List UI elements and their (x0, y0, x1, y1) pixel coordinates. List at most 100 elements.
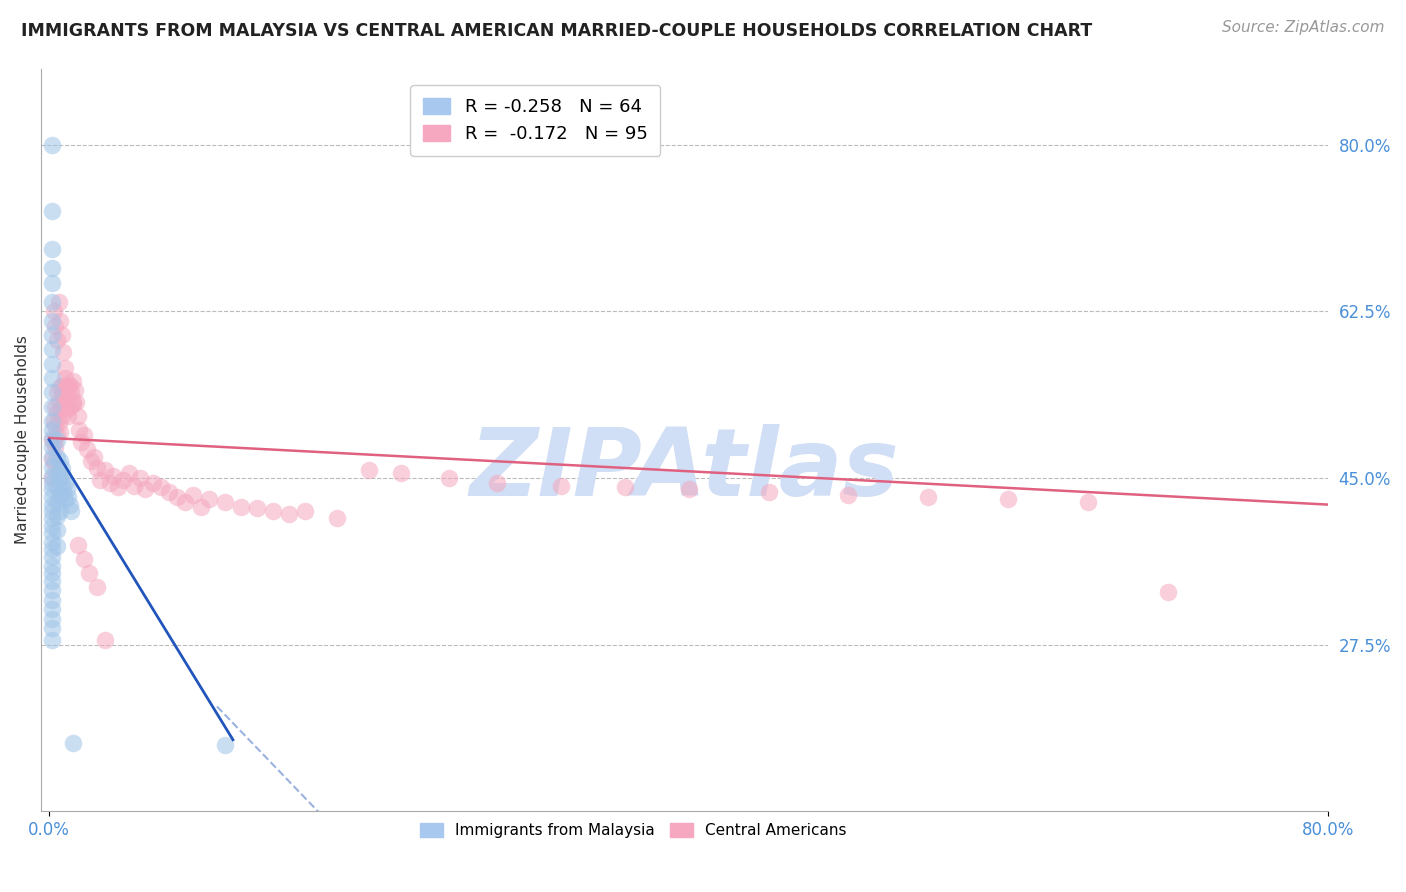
Point (166, 490, 188, 504)
Point (42, 434, 65, 449)
Point (174, 494, 197, 508)
Point (326, 511, 349, 525)
Point (997, 491, 1019, 506)
Point (41, 469, 63, 483)
Point (46, 433, 69, 447)
Point (41, 583, 63, 598)
Point (46, 480, 69, 494)
Point (46, 524, 69, 538)
Point (53, 371, 76, 385)
Point (94, 463, 117, 477)
Point (41, 534, 63, 549)
Point (107, 480, 129, 494)
Point (41, 483, 63, 497)
Point (59, 498, 82, 512)
Point (51, 478, 73, 492)
Point (437, 471, 460, 485)
Point (98, 475, 121, 490)
Point (150, 480, 173, 494)
Point (214, 494, 236, 508)
Point (53, 475, 76, 490)
Point (46, 385, 69, 400)
Point (550, 478, 572, 492)
Point (41, 504, 63, 518)
Point (51, 409, 73, 423)
Point (77, 566, 100, 581)
Point (48, 416, 70, 430)
Point (181, 488, 204, 502)
Point (41, 526, 63, 541)
Point (55, 483, 77, 497)
Point (41, 371, 63, 385)
Point (69, 423, 91, 437)
Point (65, 394, 87, 409)
Point (142, 475, 165, 490)
Point (41, 137, 63, 152)
Point (277, 507, 299, 521)
Point (49, 402, 72, 417)
Point (62, 736, 84, 750)
Point (66, 409, 89, 423)
Point (758, 485, 780, 500)
Point (41, 511, 63, 525)
Point (46, 333, 69, 347)
Point (111, 473, 134, 487)
Point (59, 400, 82, 414)
Point (41, 433, 63, 447)
Point (52, 400, 75, 414)
Point (41, 566, 63, 581)
Point (41, 243, 63, 257)
Point (44, 418, 66, 433)
Y-axis label: Married-couple Households: Married-couple Households (15, 335, 30, 544)
Point (76, 442, 98, 457)
Point (41, 498, 63, 512)
Point (70, 434, 93, 449)
Point (41, 400, 63, 414)
Point (678, 483, 700, 497)
Point (41, 602, 63, 616)
Point (73, 428, 96, 442)
Point (357, 463, 380, 477)
Point (837, 488, 859, 502)
Point (41, 549, 63, 564)
Point (190, 500, 212, 514)
Point (214, 738, 236, 752)
Point (917, 490, 939, 504)
Point (49, 471, 72, 485)
Point (58, 409, 80, 423)
Point (52, 469, 75, 483)
Point (46, 540, 69, 554)
Point (60, 504, 83, 518)
Point (51, 328, 73, 343)
Point (41, 414, 63, 428)
Point (41, 621, 63, 635)
Point (49, 314, 72, 328)
Point (122, 478, 145, 492)
Point (46, 428, 69, 442)
Point (86, 581, 108, 595)
Point (58, 490, 80, 504)
Point (51, 387, 73, 401)
Point (46, 466, 69, 480)
Point (55, 402, 77, 417)
Point (41, 294, 63, 309)
Point (41, 475, 63, 490)
Point (51, 461, 73, 475)
Point (41, 558, 63, 573)
Point (41, 357, 63, 371)
Point (52, 377, 75, 392)
Point (62, 397, 84, 411)
Point (118, 466, 141, 480)
Point (94, 632, 117, 647)
Point (41, 451, 63, 466)
Point (46, 406, 69, 420)
Point (1157, 585, 1180, 599)
Point (49, 425, 72, 440)
Point (41, 314, 63, 328)
Point (41, 574, 63, 588)
Legend: Immigrants from Malaysia, Central Americans: Immigrants from Malaysia, Central Americ… (413, 817, 852, 845)
Point (83, 450, 105, 464)
Point (62, 394, 84, 409)
Point (613, 480, 636, 494)
Point (55, 380, 77, 394)
